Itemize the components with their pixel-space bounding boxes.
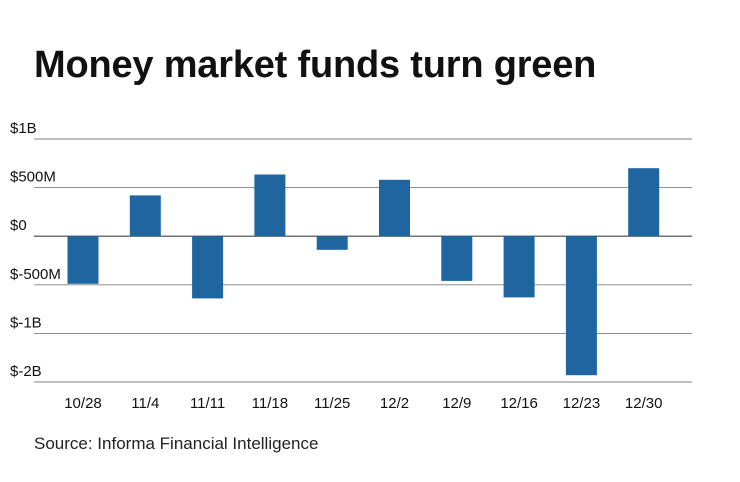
bar-12-9 <box>441 236 473 281</box>
source-note: Source: Informa Financial Intelligence <box>34 434 319 453</box>
y-tick-label: $500M <box>10 169 56 186</box>
bar-12-16 <box>503 236 535 298</box>
bars <box>67 168 660 376</box>
bar-10-28 <box>67 236 99 284</box>
y-tick-label: $1B <box>10 120 37 137</box>
x-axis-tick-labels: 10/28 11/4 11/11 11/18 11/25 12/2 12/9 12/16 12/… <box>64 395 662 412</box>
y-tick-label: $0 <box>10 217 27 234</box>
chart-title: Money market funds turn green <box>34 44 597 86</box>
x-tick-label: 12/2 <box>380 395 409 412</box>
bar-11-25 <box>316 236 348 250</box>
x-tick-label: 11/11 <box>190 395 225 412</box>
bar-11-11 <box>192 236 224 299</box>
bar-11-4 <box>129 195 161 237</box>
x-tick-label: 12/30 <box>625 395 663 412</box>
y-tick-label: $-1B <box>10 314 42 331</box>
x-tick-label: 12/23 <box>563 395 601 412</box>
x-tick-label: 11/18 <box>252 395 288 412</box>
x-tick-label: 12/16 <box>500 395 538 412</box>
y-tick-label: $-2B <box>10 363 42 380</box>
bar-12-2 <box>379 179 410 237</box>
y-tick-label: $-500M <box>10 266 61 283</box>
bar-12-23 <box>565 236 597 376</box>
bar-11-18 <box>254 174 286 237</box>
x-tick-label: 11/25 <box>314 395 350 412</box>
x-tick-label: 11/4 <box>131 395 159 412</box>
x-tick-label: 12/9 <box>442 395 471 412</box>
x-tick-label: 10/28 <box>64 395 102 412</box>
y-axis-tick-labels: $1B $500M $0 $-500M $-1B $-2B <box>10 120 61 380</box>
bar-12-30 <box>628 168 660 237</box>
